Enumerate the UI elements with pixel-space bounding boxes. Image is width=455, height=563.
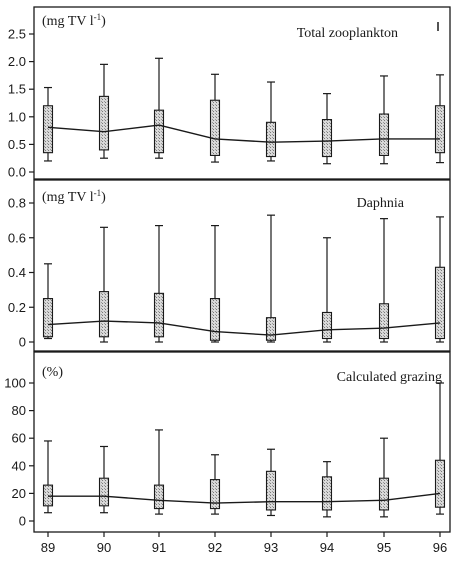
plot-frame — [33, 6, 451, 180]
box-93 — [265, 317, 277, 341]
box-95 — [378, 477, 390, 511]
panel-title: Daphnia — [357, 196, 405, 211]
y-tick-label: 2.5 — [8, 27, 26, 42]
box-96 — [434, 266, 446, 340]
y-tick-label: 0 — [19, 335, 26, 350]
y-tick-label: 1.0 — [8, 109, 26, 124]
x-tick-label: 93 — [264, 540, 278, 555]
y-tick-label: 100 — [4, 376, 26, 391]
x-tick-label: 96 — [433, 540, 447, 555]
y-tick-label: 0.5 — [8, 137, 26, 152]
box-92 — [209, 298, 221, 341]
box-series — [42, 57, 446, 165]
box-90 — [98, 291, 110, 338]
box-91 — [153, 109, 165, 154]
plot-frame — [33, 351, 451, 533]
x-tick-label: 89 — [41, 540, 55, 555]
y-tick-label: 60 — [12, 431, 26, 446]
y-axis-ticks: 2.5 2.0 1.5 1.0 0.5 0.0 — [8, 27, 34, 180]
y-tick-label: 2.0 — [8, 54, 26, 69]
panel-title: Total zooplankton — [297, 26, 398, 41]
y-tick-label: 0.0 — [8, 165, 26, 180]
box-90 — [98, 95, 110, 151]
x-tick-label: 94 — [320, 540, 334, 555]
median-line — [48, 492, 441, 504]
y-tick-label: 40 — [12, 458, 26, 473]
box-93 — [265, 470, 277, 511]
x-tick-label: 90 — [97, 540, 111, 555]
median-line — [47, 320, 441, 336]
box-95 — [378, 303, 390, 340]
panel-total-zooplankton: (mg TV l-1) Total zooplankton 2.5 2.0 1.5 1… — [8, 6, 451, 180]
box-92 — [209, 479, 221, 510]
panel-calculated-grazing: (%) Calculated grazing 100 80 60 40 20 0 89 90… — [4, 351, 451, 555]
y-tick-label: 20 — [12, 486, 26, 501]
y-tick-label: 80 — [12, 403, 26, 418]
box-89 — [42, 484, 54, 507]
x-axis-ticks: 89 90 91 92 93 94 95 96 — [41, 532, 447, 555]
box-series — [42, 214, 446, 343]
box-95 — [378, 113, 390, 156]
box-94 — [321, 311, 333, 340]
y-tick-label: 0.2 — [8, 300, 26, 315]
y-tick-label: 0.8 — [8, 196, 26, 211]
y-axis-ticks: 100 80 60 40 20 0 — [4, 376, 34, 529]
x-tick-label: 91 — [152, 540, 166, 555]
box-91 — [153, 484, 165, 510]
y-axis-ticks: 0.8 0.6 0.4 0.2 0 — [8, 196, 34, 350]
box-91 — [153, 292, 165, 338]
y-tick-label: 0.4 — [8, 265, 26, 280]
y-tick-label: 0 — [19, 514, 26, 529]
box-92 — [209, 99, 221, 156]
unit-label: (mg TV l-1) — [42, 12, 106, 29]
box-96 — [434, 105, 446, 154]
unit-label: (%) — [42, 365, 63, 380]
box-96 — [434, 459, 446, 508]
panel-daphnia: (mg TV l-1) Daphnia 0.8 0.6 0.4 0.2 0 — [8, 179, 451, 352]
box-series — [42, 382, 446, 518]
y-tick-label: 0.6 — [8, 230, 26, 245]
x-tick-label: 92 — [208, 540, 222, 555]
median-line — [47, 124, 440, 143]
plot-frame — [33, 179, 451, 352]
box-93 — [265, 121, 277, 158]
box-94 — [321, 119, 333, 158]
unit-label: (mg TV l-1) — [42, 188, 106, 205]
x-tick-label: 95 — [377, 540, 391, 555]
box-94 — [321, 476, 333, 511]
box-90 — [98, 477, 110, 507]
box-89 — [42, 105, 54, 154]
box-89 — [42, 298, 54, 338]
y-tick-label: 1.5 — [8, 82, 26, 97]
panel-title: Calculated grazing — [337, 370, 442, 385]
